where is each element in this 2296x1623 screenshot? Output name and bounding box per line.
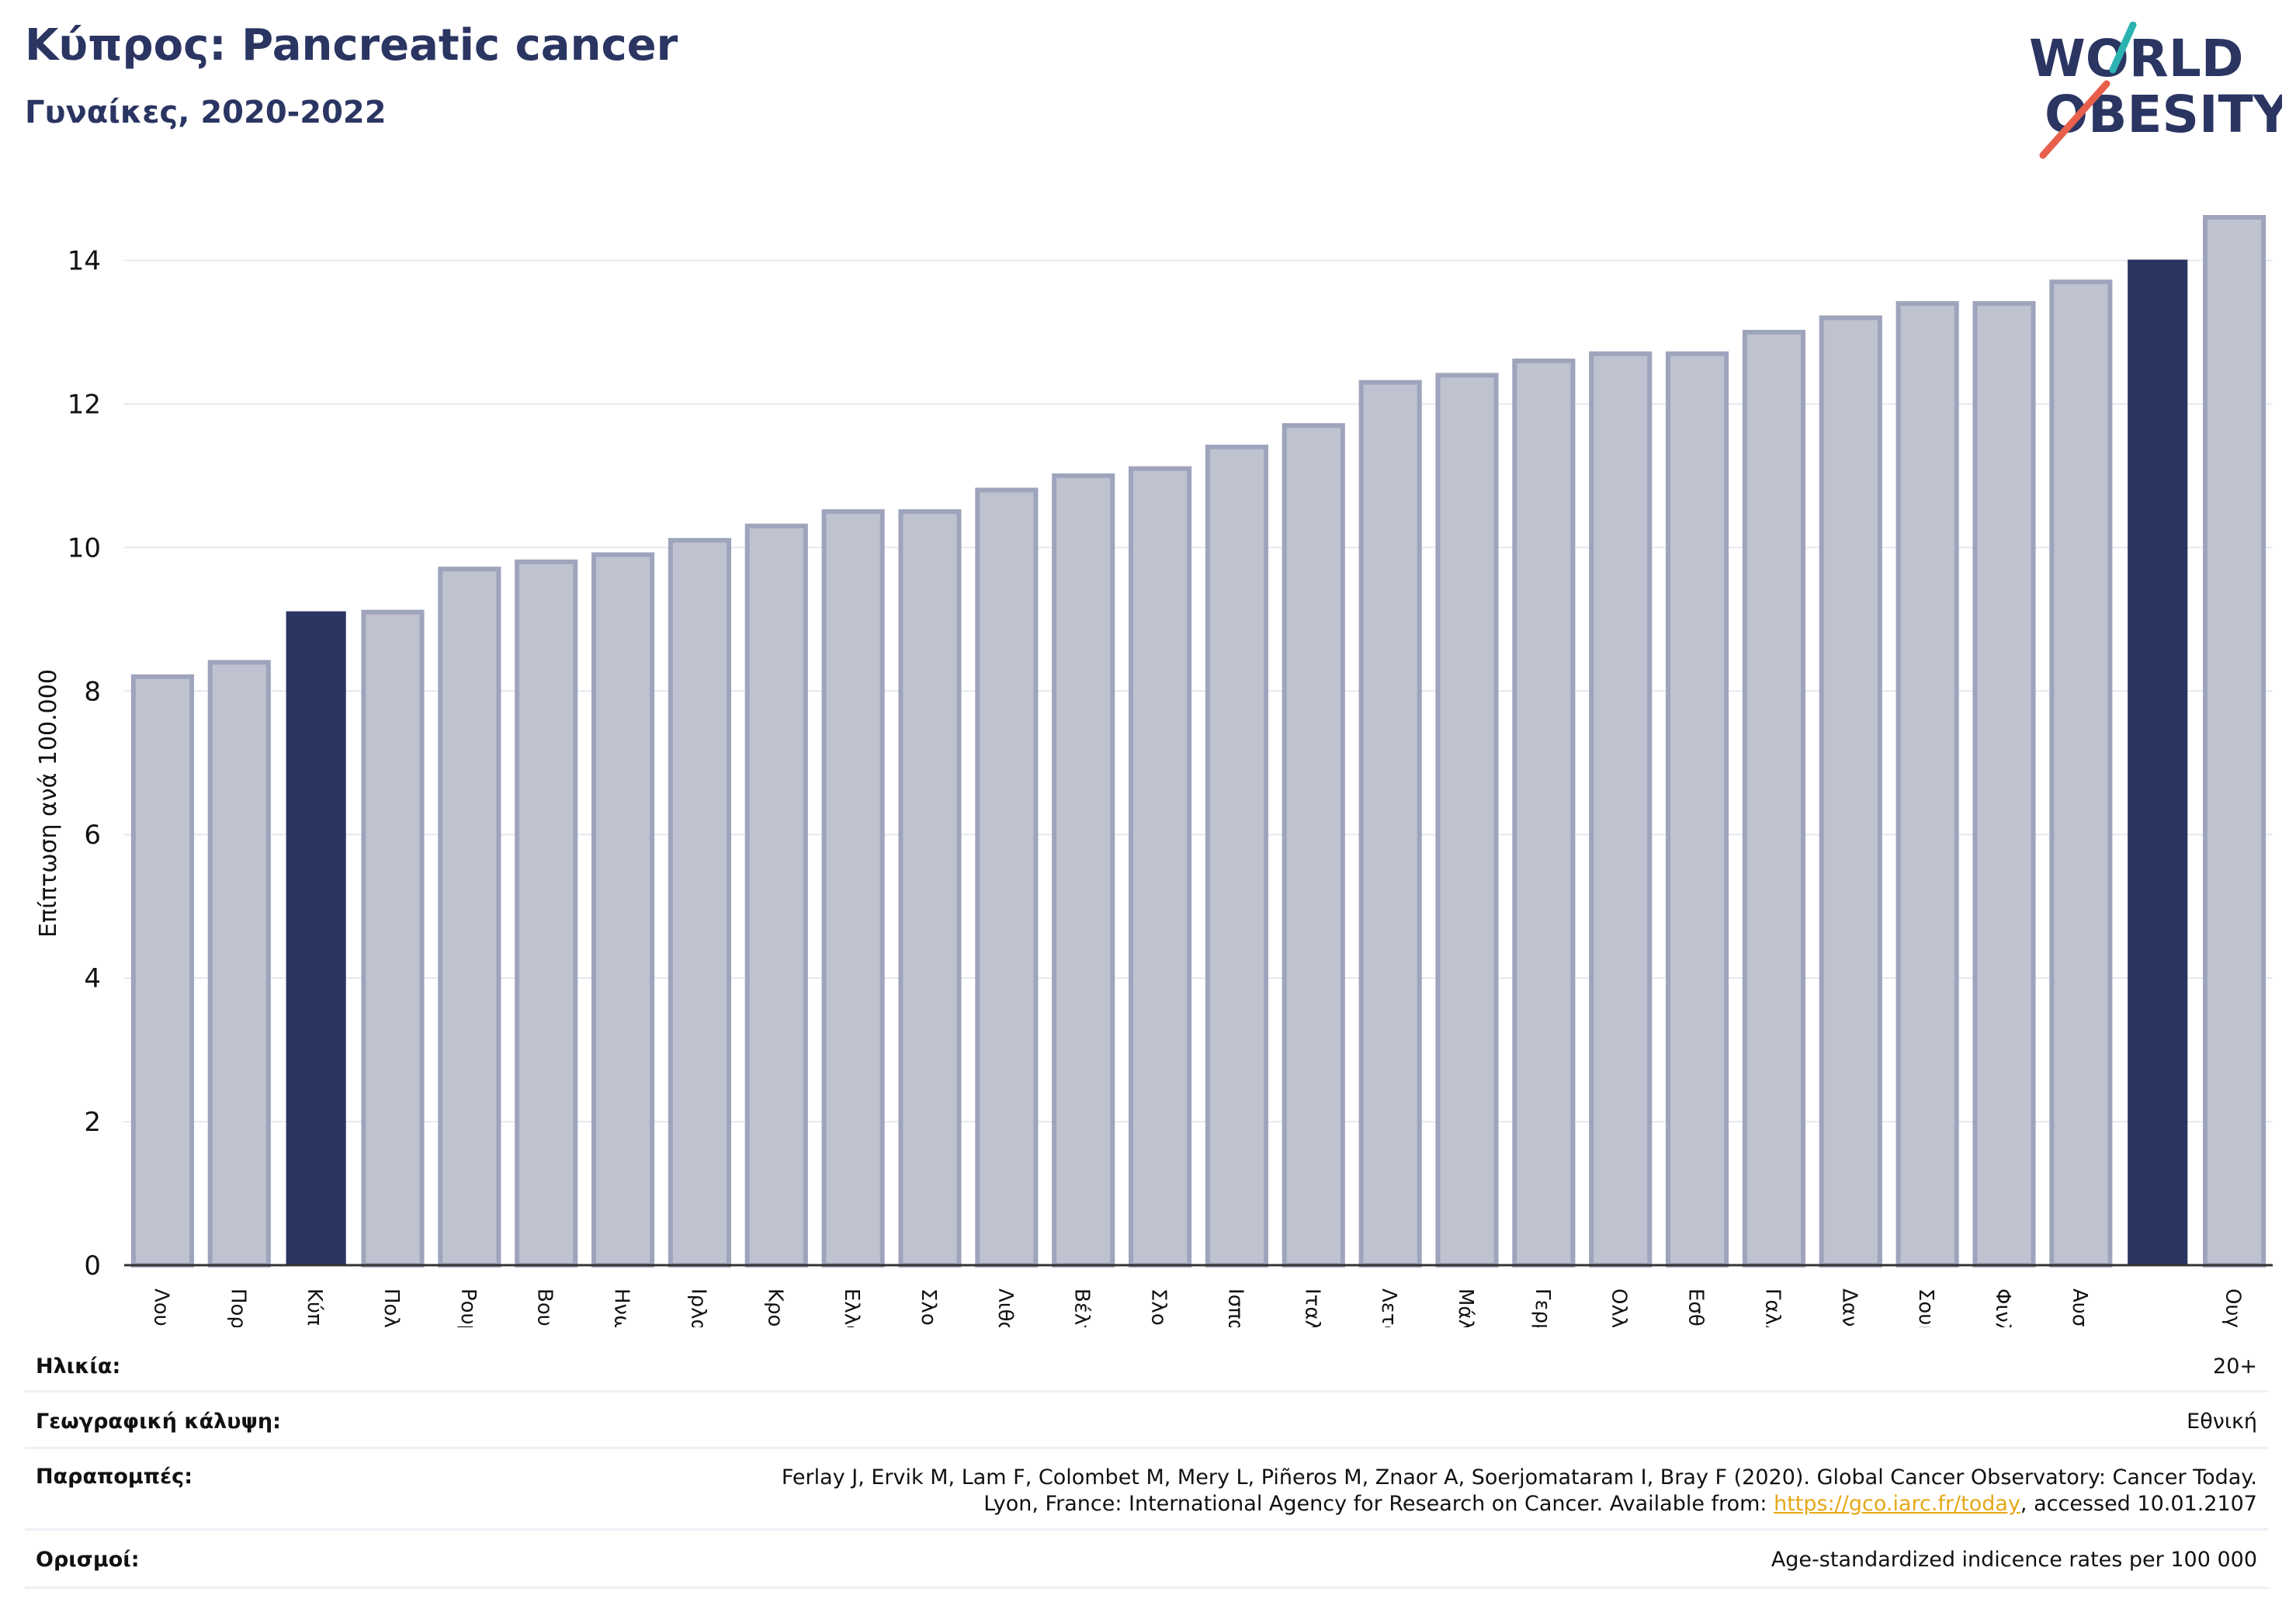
- x-tick-label: Αυστρία: [2068, 1288, 2091, 1327]
- y-tick-label: 12: [68, 389, 101, 420]
- definitions-label: Ορισμοί:: [36, 1548, 140, 1572]
- logo-slash-teal: [2109, 22, 2137, 74]
- logo-slash-coral: [2039, 80, 2110, 159]
- coverage-value: Εθνική: [2187, 1410, 2257, 1434]
- x-tick-label: Ουγγαρία: [2221, 1288, 2245, 1327]
- x-tick-label: Βουλγαρία: [533, 1288, 557, 1327]
- references-row: Παραπομπές: Ferlay J, Ervik M, Lam F, Co…: [25, 1449, 2268, 1531]
- x-tick-label: Ελλάδα: [840, 1288, 863, 1327]
- bar: [515, 559, 578, 1268]
- bar: [2128, 259, 2188, 1266]
- chart-title: Κύπρος: Pancreatic cancer: [25, 20, 678, 71]
- bar: [1052, 473, 1115, 1268]
- bar: [821, 509, 885, 1268]
- x-tick-label: Γερμανία: [1531, 1288, 1554, 1327]
- logo-word-world: WORLD: [2029, 29, 2244, 88]
- x-tick-label: Λετονία: [1377, 1288, 1400, 1327]
- bar: [591, 552, 655, 1268]
- x-tick-label: Σουηδία: [1914, 1288, 1937, 1327]
- bar: [438, 567, 501, 1268]
- bar: [130, 674, 194, 1268]
- x-tick-label: Κροατία: [763, 1288, 786, 1327]
- x-tick-label: Δανία: [1837, 1288, 1861, 1327]
- bar: [1205, 444, 1268, 1268]
- bar: [744, 523, 808, 1268]
- chart-subtitle: Γυναίκες, 2020-2022: [25, 95, 387, 130]
- bar: [1819, 315, 1882, 1268]
- x-tick-label: Ισπανία: [1223, 1288, 1247, 1327]
- y-tick-label: 8: [84, 676, 101, 707]
- x-tick-label: Ολλανδία: [1608, 1288, 1631, 1327]
- x-tick-label: Ηνωμένο Βασίλειο: [610, 1288, 633, 1327]
- bar: [361, 609, 425, 1268]
- bar: [286, 611, 346, 1266]
- x-tick-label: Βέλγιο: [1070, 1288, 1094, 1327]
- x-tick-label: Πολωνία: [380, 1288, 403, 1327]
- references-line-2-pre: Lyon, France: International Agency for R…: [983, 1492, 1774, 1516]
- x-tick-label: Εσθονία: [1684, 1288, 1708, 1327]
- bar: [2203, 215, 2267, 1268]
- bar: [1589, 351, 1653, 1268]
- age-value: 20+: [2213, 1354, 2257, 1379]
- y-tick-label: 14: [68, 245, 101, 276]
- bar: [668, 538, 731, 1268]
- bar: [207, 660, 271, 1268]
- references-value: Ferlay J, Ervik M, Lam F, Colombet M, Me…: [782, 1465, 2257, 1517]
- x-tick-label: Σλοβενία: [917, 1288, 940, 1327]
- references-line-2: Lyon, France: International Agency for R…: [782, 1491, 2257, 1517]
- bar: [1742, 329, 1805, 1268]
- bar: [1358, 380, 1422, 1268]
- world-obesity-logo: WORLD OBESITY: [2029, 22, 2282, 159]
- bar-chart: 0 2 4 6 8 10 12 14 Επίπτωση ανά 100.000 Λουξεμβού…: [35, 215, 2273, 1327]
- coverage-label: Γεωγραφική κάλυψη:: [36, 1410, 281, 1434]
- age-row: Ηλικία: 20+: [25, 1333, 2268, 1392]
- references-line-2-post: , accessed 10.01.2107: [2020, 1492, 2257, 1516]
- y-tick-label: 0: [84, 1250, 101, 1281]
- references-link[interactable]: https://gco.iarc.fr/today: [1774, 1492, 2020, 1516]
- x-tick-label: Σλοβακία: [1147, 1288, 1171, 1327]
- x-tick-label: Γαλλία: [1760, 1288, 1784, 1327]
- bar: [2049, 279, 2113, 1268]
- x-tick-label: Κύπρος: [303, 1288, 326, 1327]
- bar: [1435, 373, 1499, 1268]
- definitions-value: Age-standardized indicence rates per 100…: [1771, 1548, 2257, 1572]
- x-tick-label: Πορτογαλία: [226, 1288, 249, 1327]
- x-tick-label: Ιρλανδία: [686, 1288, 709, 1327]
- x-tick-label: Φινλανδία: [1991, 1288, 2014, 1327]
- x-tick-label: Μάλτα: [1454, 1288, 1477, 1327]
- bar: [975, 487, 1039, 1268]
- age-label: Ηλικία:: [36, 1354, 121, 1379]
- x-tick-label: Ιταλία: [1300, 1288, 1323, 1327]
- bar: [898, 509, 962, 1268]
- y-tick-label: 6: [84, 820, 101, 851]
- x-tick-label: Λιθουανία: [994, 1288, 1017, 1327]
- coverage-row: Γεωγραφική κάλυψη: Εθνική: [25, 1392, 2268, 1449]
- logo-word-obesity: OBESITY: [2045, 85, 2282, 144]
- bar: [1282, 423, 1345, 1268]
- x-tick-label: Ρουμανία: [456, 1288, 480, 1327]
- bar: [1666, 351, 1729, 1268]
- y-axis-label: Επίπτωση ανά 100.000: [35, 669, 62, 938]
- y-tick-label: 4: [84, 963, 101, 994]
- bar: [1512, 358, 1576, 1268]
- bar: [1972, 300, 2036, 1268]
- y-tick-label: 2: [84, 1107, 101, 1138]
- definitions-row: Ορισμοί: Age-standardized indicence rate…: [25, 1531, 2268, 1589]
- info-table: Ηλικία: 20+ Γεωγραφική κάλυψη: Εθνική Πα…: [25, 1333, 2268, 1589]
- references-label: Παραπομπές:: [36, 1465, 192, 1489]
- bar: [1895, 300, 1959, 1268]
- bar: [1129, 466, 1192, 1268]
- references-line-1: Ferlay J, Ervik M, Lam F, Colombet M, Me…: [781, 1465, 2257, 1489]
- x-tick-label: Λουξεμβούργο: [149, 1288, 172, 1327]
- y-tick-label: 10: [68, 532, 101, 564]
